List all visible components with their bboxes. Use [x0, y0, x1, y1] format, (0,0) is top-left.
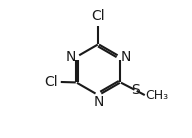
Text: S: S — [132, 83, 140, 97]
Text: N: N — [121, 50, 131, 64]
Text: Cl: Cl — [92, 10, 105, 23]
Text: Cl: Cl — [44, 75, 58, 89]
Text: N: N — [93, 95, 104, 109]
Text: N: N — [66, 50, 76, 64]
Text: CH₃: CH₃ — [145, 89, 168, 102]
